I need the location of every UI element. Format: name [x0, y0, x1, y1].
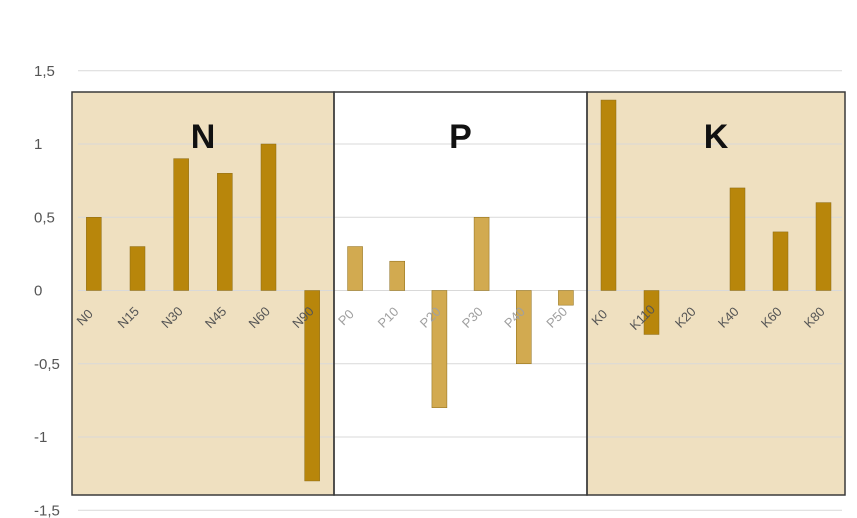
- y-axis: 1,5 1 0,5 0 -0,5 -1 -1,5: [34, 63, 60, 518]
- bars: [86, 99, 832, 482]
- bar-p30: [473, 217, 490, 291]
- y-tick-label: 0,5: [34, 209, 55, 226]
- bar-p10: [389, 260, 405, 291]
- bar-n90: [304, 290, 320, 482]
- bar-p0: [347, 246, 363, 291]
- gridlines: [78, 70, 842, 511]
- group-label: N: [191, 118, 216, 156]
- y-tick-label: -1: [34, 429, 47, 446]
- group-label: K: [704, 118, 729, 156]
- group-label: P: [449, 118, 472, 156]
- group-panel-p: [334, 92, 587, 495]
- bar-k80: [815, 202, 832, 291]
- bar-n45: [217, 173, 233, 291]
- y-tick-label: -1,5: [34, 502, 60, 518]
- bar-n0: [86, 217, 102, 291]
- bar-k40: [729, 187, 746, 291]
- y-tick-label: 0: [34, 283, 42, 300]
- bar-p50: [558, 290, 574, 306]
- bar-n60: [260, 143, 277, 291]
- bar-n30: [173, 158, 189, 291]
- y-tick-label: -0,5: [34, 356, 60, 373]
- y-tick-label: 1: [34, 136, 42, 153]
- group-panel-k: [587, 92, 845, 495]
- bar-k110: [643, 290, 660, 335]
- group-panels: [72, 92, 845, 495]
- bar-p20: [431, 290, 448, 408]
- bar-k60: [772, 231, 789, 291]
- group-borders: [71, 91, 846, 496]
- bar-k0: [600, 99, 617, 291]
- group-border-k: [586, 91, 846, 496]
- group-panel-n: [72, 92, 334, 495]
- bar-n15: [129, 246, 146, 291]
- bar-p40: [516, 290, 532, 364]
- y-tick-label: 1,5: [34, 63, 55, 80]
